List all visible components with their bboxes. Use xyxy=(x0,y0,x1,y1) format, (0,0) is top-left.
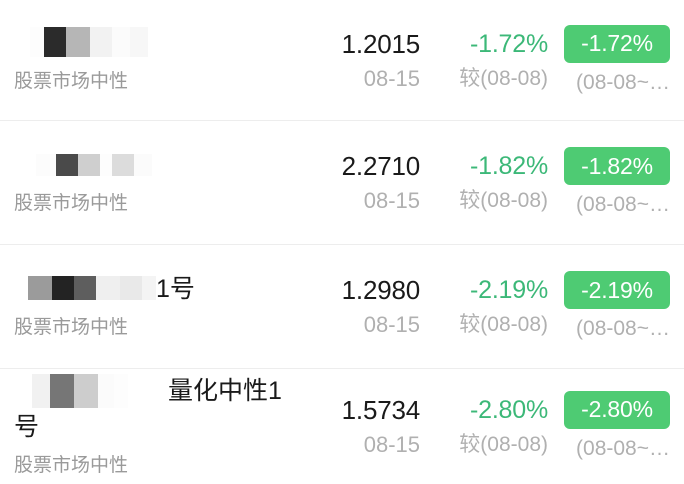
fund-change-percent: -1.82% xyxy=(469,152,548,181)
row-divider xyxy=(0,120,684,122)
status-badge: -1.72% xyxy=(564,24,670,63)
fund-change-column: -2.19% 较(08-08) xyxy=(420,275,552,338)
fund-row[interactable]: 股票市场中性 1.2015 08-15 -1.72% 较(08-08) -1.7… xyxy=(0,0,684,121)
fund-nav-value: 1.2980 xyxy=(341,275,421,306)
fund-badge-column: -1.82% (08-08~… xyxy=(552,147,670,218)
status-badge: -2.19% xyxy=(564,271,670,310)
status-badge: -2.80% xyxy=(564,390,670,429)
fund-category: 股票市场中性 xyxy=(14,193,129,215)
fund-nav-column: 2.2710 08-15 xyxy=(302,151,421,214)
fund-title: 量化中性1号 xyxy=(14,373,294,443)
redacted-name-mosaic xyxy=(30,27,148,58)
fund-change-note: 较(08-08) xyxy=(459,189,548,213)
fund-change-percent: -2.19% xyxy=(469,276,548,305)
fund-badge-column: -2.80% (08-08~… xyxy=(552,390,670,462)
fund-row[interactable]: 股票市场中性 2.2710 08-15 -1.82% 较(08-08) -1.8… xyxy=(0,121,684,245)
fund-name-column: 1号 股票市场中性 xyxy=(14,272,302,341)
fund-change-note: 较(08-08) xyxy=(459,432,548,456)
fund-change-column: -2.80% 较(08-08) xyxy=(420,395,552,458)
fund-nav-column: 1.5734 08-15 xyxy=(302,394,421,458)
fund-category: 股票市场中性 xyxy=(14,454,129,476)
fund-nav-column: 1.2015 08-15 xyxy=(302,28,421,92)
fund-badge-column: -2.19% (08-08~… xyxy=(552,271,670,342)
fund-change-note: 较(08-08) xyxy=(459,313,548,337)
fund-name-column: 量化中性1号 股票市场中性 xyxy=(14,373,302,478)
fund-nav-value: 1.2015 xyxy=(341,28,421,59)
fund-title-text: 量化中性1号 xyxy=(14,377,282,441)
fund-name-column: 股票市场中性 xyxy=(14,26,302,95)
fund-nav-date: 08-15 xyxy=(363,65,420,91)
fund-nav-date: 08-15 xyxy=(363,312,420,338)
fund-category: 股票市场中性 xyxy=(14,317,129,339)
fund-change-percent: -1.72% xyxy=(469,29,548,58)
fund-name-column: 股票市场中性 xyxy=(14,148,302,217)
fund-badge-note: (08-08~… xyxy=(576,193,670,217)
fund-change-percent: -2.80% xyxy=(469,395,548,424)
fund-nav-date: 08-15 xyxy=(363,188,420,214)
fund-row[interactable]: 1号 股票市场中性 1.2980 08-15 -2.19% 较(08-08) -… xyxy=(0,245,684,368)
fund-change-note: 较(08-08) xyxy=(459,66,548,90)
fund-nav-value: 1.5734 xyxy=(341,394,421,425)
fund-row[interactable]: 量化中性1号 股票市场中性 1.5734 08-15 -2.80% 较(08-0… xyxy=(0,368,684,484)
status-badge: -1.82% xyxy=(564,147,670,186)
row-divider xyxy=(0,244,684,246)
redacted-name-mosaic xyxy=(36,153,152,176)
fund-change-column: -1.82% 较(08-08) xyxy=(420,151,552,214)
fund-nav-column: 1.2980 08-15 xyxy=(302,275,421,338)
fund-badge-note: (08-08~… xyxy=(576,436,670,460)
fund-title xyxy=(14,26,294,60)
fund-badge-note: (08-08~… xyxy=(576,70,670,94)
fund-nav-value: 2.2710 xyxy=(341,151,421,182)
fund-badge-column: -1.72% (08-08~… xyxy=(552,24,670,96)
redacted-name-mosaic xyxy=(32,373,128,408)
fund-title: 1号 xyxy=(14,272,294,306)
fund-badge-note: (08-08~… xyxy=(576,317,670,341)
redacted-name-mosaic xyxy=(28,276,156,301)
row-divider xyxy=(0,367,684,369)
fund-title-text: 1号 xyxy=(156,275,195,304)
fund-title xyxy=(14,148,294,182)
fund-nav-date: 08-15 xyxy=(363,431,420,457)
fund-category: 股票市场中性 xyxy=(14,70,129,92)
fund-change-column: -1.72% 较(08-08) xyxy=(420,29,552,92)
